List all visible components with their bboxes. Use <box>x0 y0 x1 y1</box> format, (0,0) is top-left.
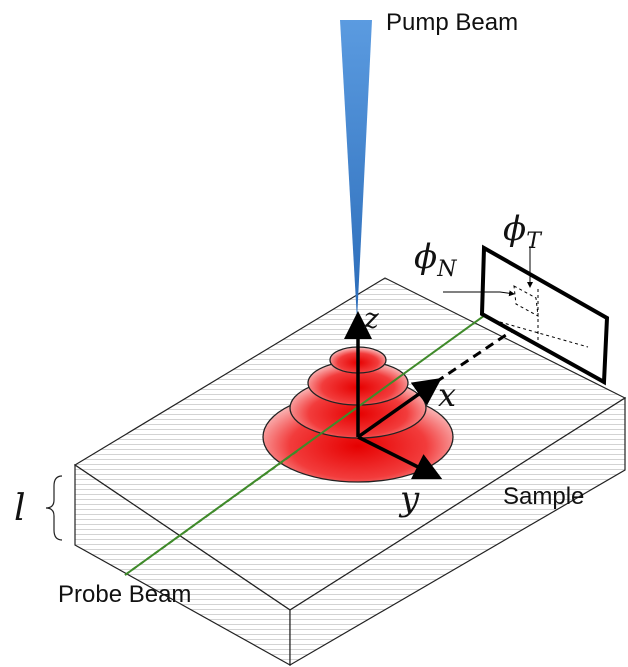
y-label: y <box>398 479 420 519</box>
detector <box>443 244 610 386</box>
symbol: ϕ <box>414 237 437 277</box>
probe-beam <box>124 291 518 576</box>
thickness-brace <box>45 475 63 541</box>
thickness-label: l <box>14 488 26 529</box>
z-label: z <box>363 302 379 335</box>
phi-t-label: ϕT <box>503 209 543 254</box>
x-axis-extension <box>435 310 541 384</box>
slab-side <box>289 396 626 667</box>
phi-n-label: ϕN <box>414 237 457 282</box>
symbol: ϕ <box>503 209 526 249</box>
phi-n-pointer <box>443 290 515 297</box>
x-label: x <box>438 376 456 414</box>
y-axis <box>357 435 443 480</box>
pump-beam <box>340 20 372 320</box>
sample-label: Sample <box>503 483 584 510</box>
probe-beam-label: Probe Beam <box>58 581 191 608</box>
subscript: T <box>526 229 543 254</box>
x-axis <box>356 377 442 439</box>
pump-beam-label: Pump Beam <box>386 9 518 36</box>
axes <box>344 310 541 480</box>
subscript: N <box>436 257 457 282</box>
